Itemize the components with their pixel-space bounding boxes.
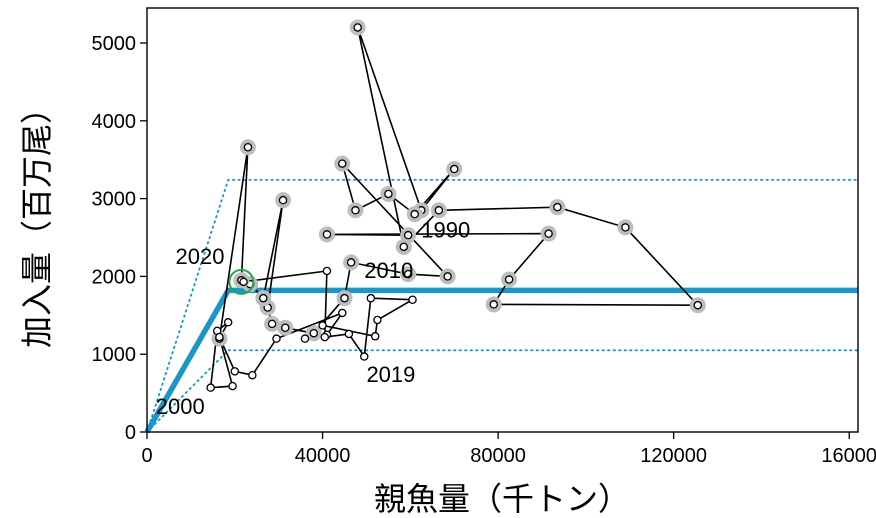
data-point <box>366 293 376 303</box>
stock-recruitment-upper-bound <box>146 178 859 433</box>
annotation-2010: 2010 <box>364 258 413 283</box>
x-tick-label: 80000 <box>470 445 526 467</box>
data-point <box>693 300 703 310</box>
annotation-1990: 1990 <box>421 218 470 243</box>
y-tick-label: 2000 <box>92 266 137 288</box>
data-point <box>384 189 393 199</box>
stock-recruitment-curves <box>144 178 859 434</box>
data-point <box>351 206 360 215</box>
data-point <box>410 209 419 219</box>
data-point <box>338 159 347 168</box>
data-point <box>504 275 514 284</box>
data-point <box>370 332 380 341</box>
data-point <box>239 277 248 287</box>
data-point <box>320 332 329 342</box>
data-point <box>272 334 281 343</box>
data-point <box>243 143 253 152</box>
annotation-2020: 2020 <box>176 244 225 269</box>
data-point <box>399 242 408 252</box>
data-point <box>318 321 327 330</box>
annotation-2000: 2000 <box>156 394 205 419</box>
data-point <box>322 230 332 239</box>
x-axis: 0 40000 80000 120000 16000 <box>141 432 876 467</box>
data-point <box>280 323 290 333</box>
x-tick-label: 0 <box>141 445 152 467</box>
data-point <box>278 195 288 205</box>
year-annotations: 1990 2010 2019 2020 2000 <box>156 218 470 420</box>
annotation-2019: 2019 <box>366 362 415 387</box>
data-point <box>544 229 553 238</box>
y-tick-label: 3000 <box>92 189 137 211</box>
y-tick-label: 4000 <box>92 111 137 133</box>
y-axis: 0 1000 2000 3000 4000 5000 <box>92 33 147 444</box>
data-point <box>353 23 362 32</box>
data-point <box>621 223 630 232</box>
data-point <box>443 272 452 281</box>
data-point <box>338 308 347 318</box>
data-point <box>215 332 224 342</box>
data-point <box>223 318 233 327</box>
x-tick-label: 40000 <box>295 445 351 467</box>
data-point <box>434 206 444 215</box>
x-tick-label: 16000 <box>821 445 876 467</box>
latest-year-marker <box>228 268 255 295</box>
data-point <box>403 230 413 240</box>
y-tick-label: 5000 <box>92 33 137 55</box>
data-point <box>346 258 356 267</box>
stock-recruitment-lower-bound <box>146 349 859 433</box>
plot-background <box>147 8 858 432</box>
data-point <box>449 164 459 174</box>
data-point <box>344 329 354 339</box>
data-point <box>359 352 369 361</box>
plot-frame <box>146 7 859 433</box>
data-point <box>259 293 268 303</box>
data-point <box>373 315 382 325</box>
y-tick-label: 0 <box>125 422 136 444</box>
data-point <box>248 370 257 380</box>
data-point <box>267 319 277 329</box>
x-axis-title: 親魚量（千トン） <box>374 480 630 518</box>
data-points <box>206 19 706 392</box>
data-point <box>553 202 562 212</box>
data-point <box>322 266 332 276</box>
data-point <box>489 300 498 309</box>
data-point <box>300 334 310 343</box>
data-point <box>228 381 237 391</box>
data-point <box>403 269 413 279</box>
data-point <box>230 367 240 376</box>
stock-recruitment-main-line <box>144 287 858 434</box>
y-axis-title: 加入量（百万尾） <box>18 92 56 348</box>
data-point <box>408 295 417 304</box>
x-tick-label: 120000 <box>640 445 707 467</box>
data-point <box>206 383 215 392</box>
y-tick-label: 1000 <box>92 344 137 366</box>
data-point <box>309 328 319 338</box>
data-point <box>340 293 349 303</box>
